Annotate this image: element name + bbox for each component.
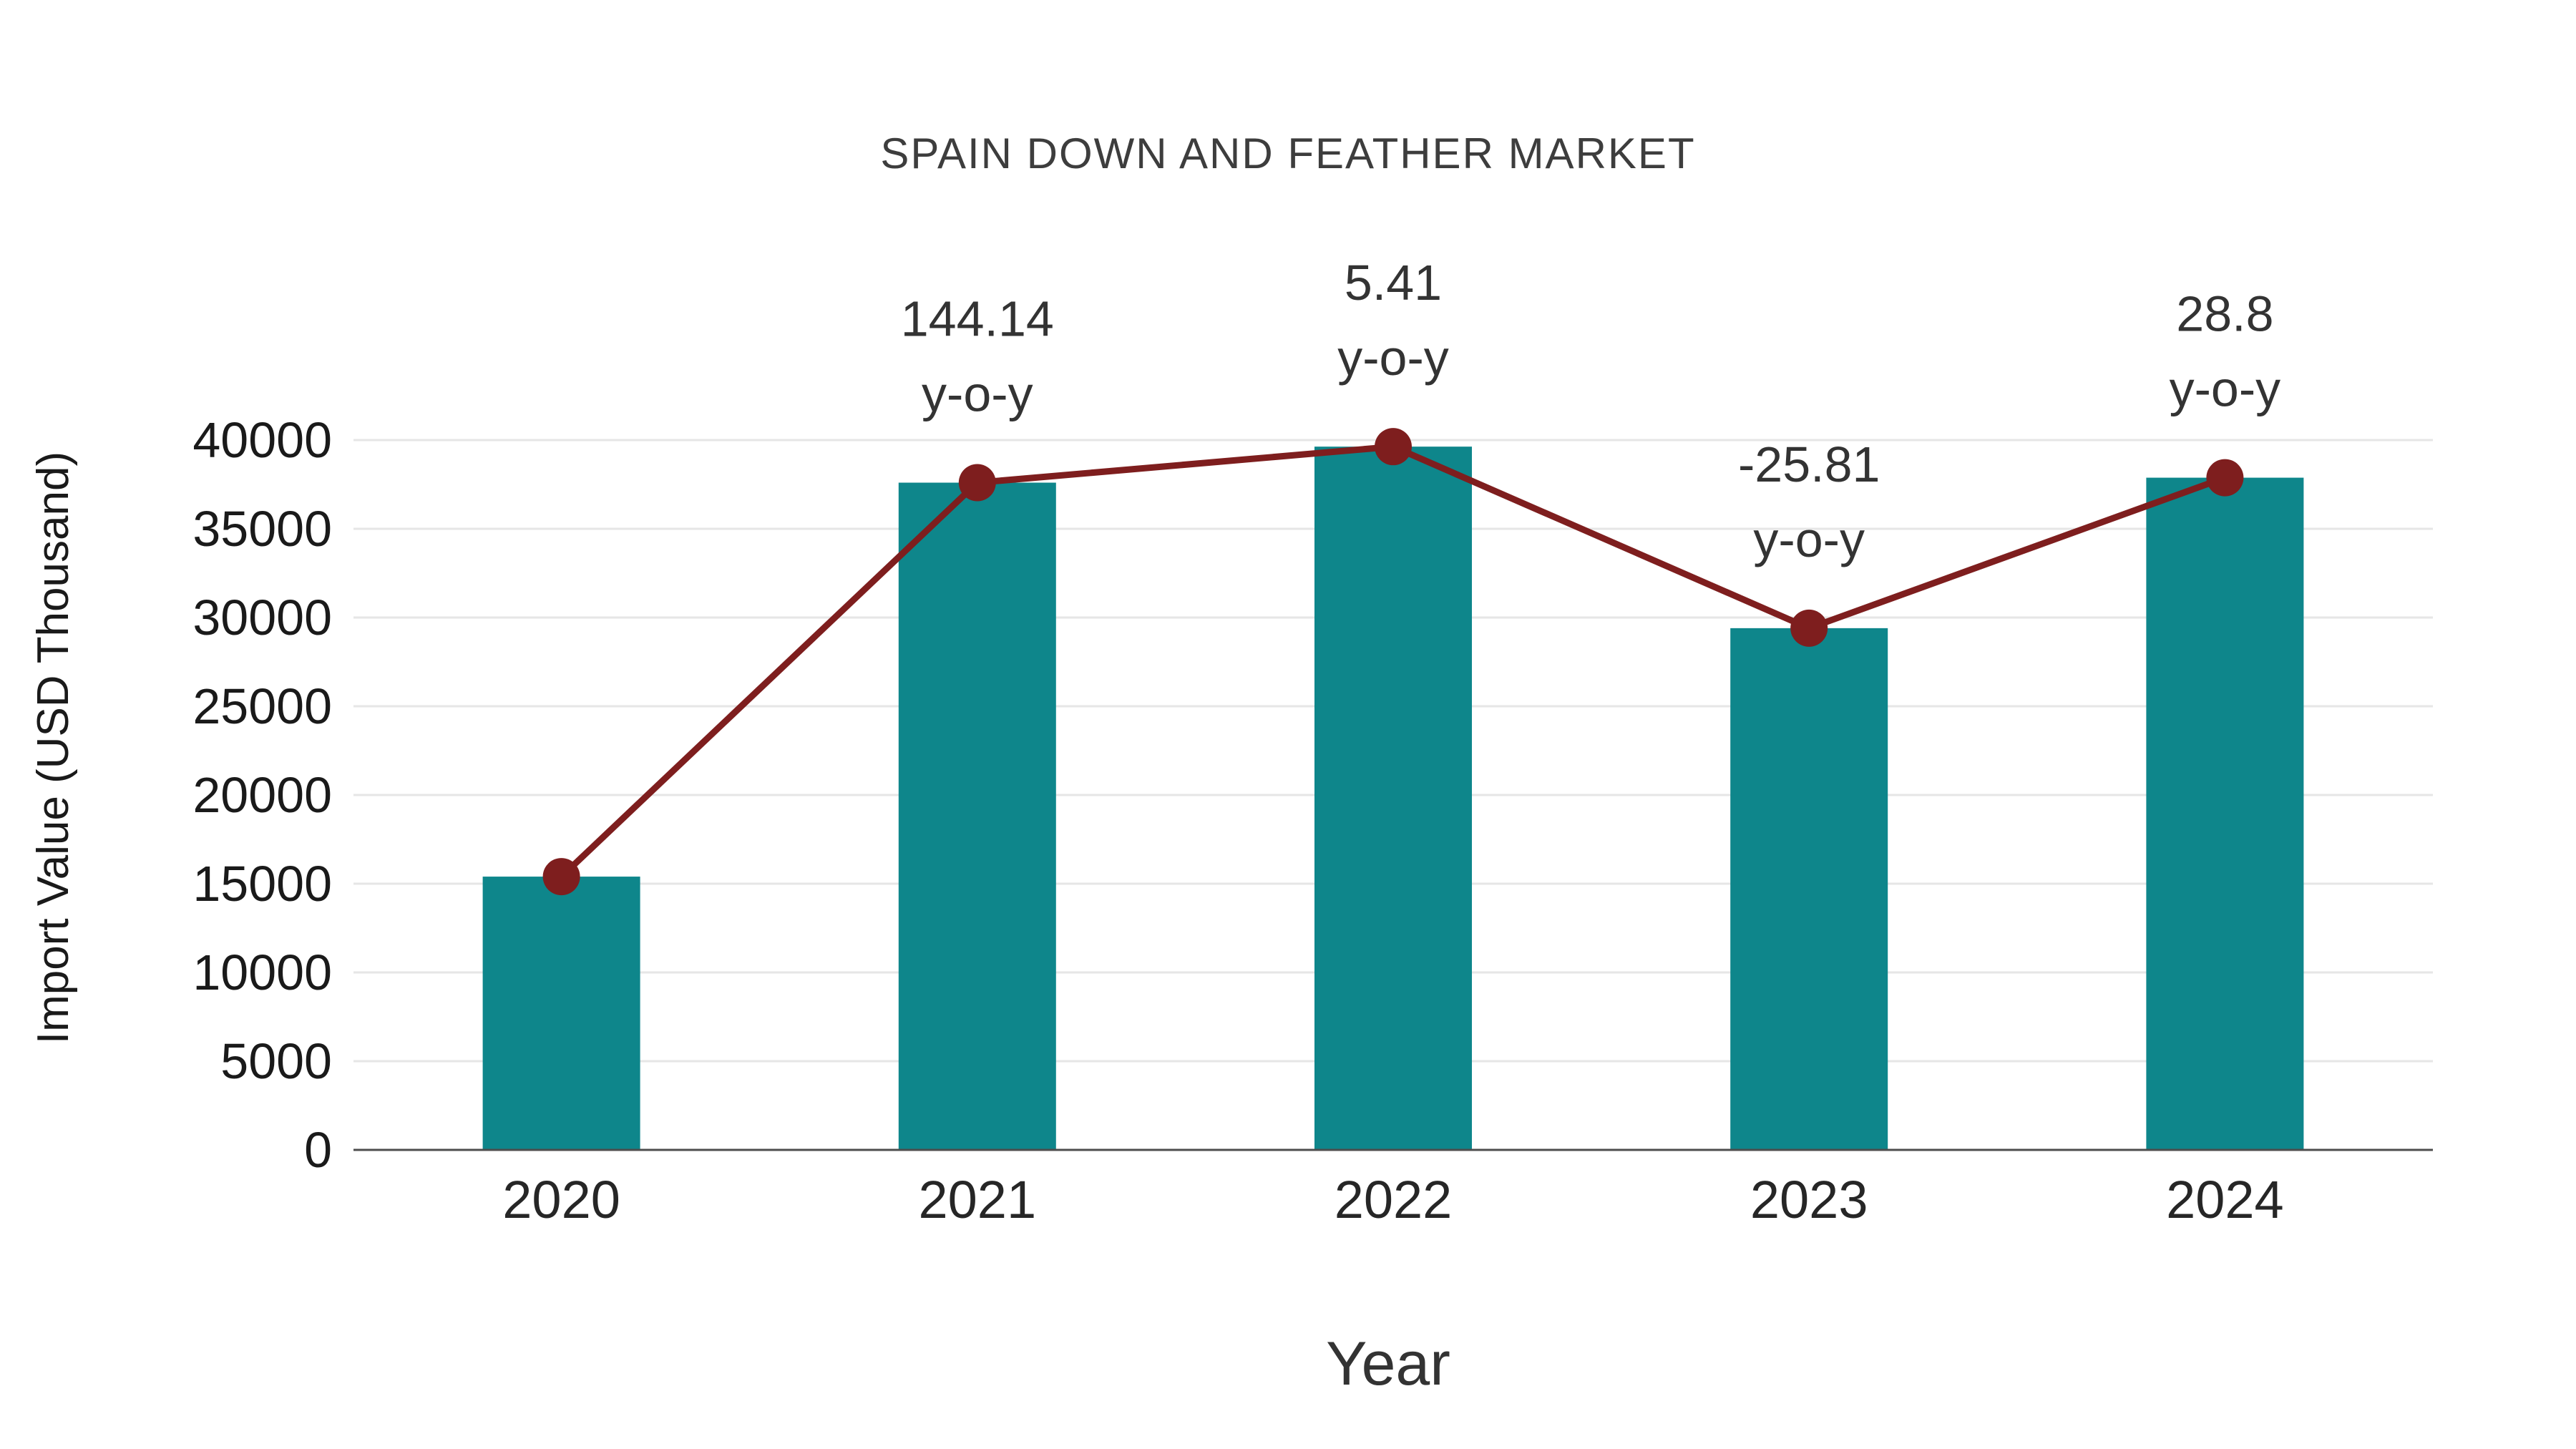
x-tick-label: 2023 (1750, 1170, 1868, 1229)
y-tick-label: 5000 (220, 1033, 332, 1089)
yoy-suffix-label: y-o-y (922, 366, 1033, 422)
bar-2023 (1730, 628, 1888, 1150)
bar-2024 (2146, 477, 2304, 1150)
x-tick-label: 2022 (1335, 1170, 1453, 1229)
y-tick-label: 25000 (192, 678, 332, 734)
yoy-value-label: 28.8 (2176, 286, 2273, 342)
tick-labels: 0 5000 10000 15000 20000 25000 30000 35000 40000… (192, 412, 2283, 1229)
chart-title: SPAIN DOWN AND FEATHER MARKET (880, 130, 1695, 177)
marker-2023 (1790, 609, 1828, 647)
yoy-value-label: -25.81 (1738, 436, 1880, 492)
marker-2022 (1375, 428, 1412, 466)
marker-2020 (542, 858, 580, 896)
y-tick-label: 20000 (192, 767, 332, 823)
x-tick-label: 2021 (918, 1170, 1036, 1229)
y-tick-label: 15000 (192, 856, 332, 912)
y-tick-label: 35000 (192, 501, 332, 557)
y-tick-label: 40000 (192, 412, 332, 468)
marker-2024 (2206, 459, 2244, 497)
trend-line (542, 428, 2244, 896)
bar-2022 (1314, 447, 1472, 1150)
marker-2021 (958, 464, 996, 502)
yoy-suffix-label: y-o-y (1753, 512, 1865, 567)
yoy-suffix-label: y-o-y (2170, 361, 2281, 417)
yoy-value-label: 5.41 (1345, 255, 1442, 311)
x-tick-label: 2020 (502, 1170, 620, 1229)
bar-2020 (482, 877, 640, 1150)
bar-2021 (898, 482, 1056, 1150)
yoy-suffix-label: y-o-y (1337, 330, 1449, 386)
y-tick-label: 0 (304, 1122, 332, 1178)
annotations: 144.14 y-o-y 5.41 y-o-y -25.81 y-o-y 28.8 y-o-y (901, 255, 2280, 567)
x-axis-label: Year (1326, 1330, 1450, 1398)
yoy-value-label: 144.14 (901, 291, 1054, 347)
bars (482, 447, 2304, 1150)
y-tick-label: 10000 (192, 945, 332, 1000)
y-axis-label: Import Value (USD Thousand) (29, 452, 78, 1044)
y-tick-label: 30000 (192, 590, 332, 645)
x-tick-label: 2024 (2166, 1170, 2284, 1229)
